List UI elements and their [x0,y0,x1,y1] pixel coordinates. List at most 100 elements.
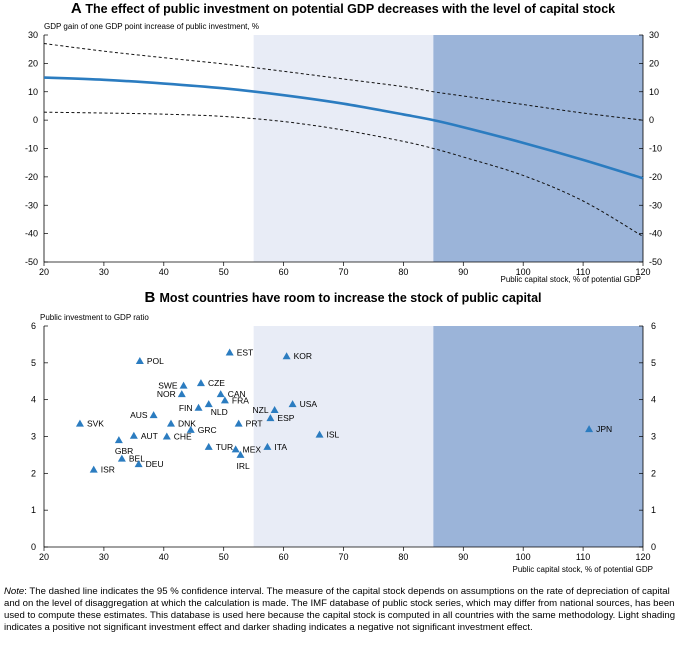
x-tick-label: 40 [159,267,169,277]
label-nld: NLD [211,407,228,417]
marker-gbr [114,436,123,444]
series-line-1 [43,43,644,121]
marker-aut [129,431,138,439]
y-tick-label-right: 2 [651,468,656,478]
marker-nzl [270,405,279,413]
x-tick-label: 60 [279,552,289,562]
marker-nld [204,400,213,408]
marker-can [216,390,225,398]
x-tick-label: 20 [39,552,49,562]
y-tick-label-right: -50 [649,257,662,267]
x-tick-label: 90 [458,267,468,277]
x-tick-label: 40 [159,552,169,562]
y-tick-label-left: -50 [25,257,38,267]
marker-prt [234,419,243,427]
label-jpn: JPN [596,424,612,434]
marker-esp [266,414,275,422]
marker-isr [89,465,98,473]
label-deu: DEU [146,459,164,469]
marker-usa [288,400,297,408]
y-tick-label-right: 1 [651,505,656,515]
footnote-lead: Note [4,586,25,597]
y-tick-label-right: -20 [649,172,662,182]
y-tick-label-right: -40 [649,229,662,239]
marker-deu [134,460,143,468]
x-tick-label: 110 [576,552,590,562]
x-axis-label: Public capital stock, % of potential GDP [500,275,641,284]
label-mex: MEX [243,444,262,454]
y-tick-label-left: 2 [31,468,36,478]
marker-isl [315,430,324,438]
series-line-0 [43,76,644,180]
marker-mex [231,445,240,453]
marker-che [162,432,171,440]
marker-nor [177,390,186,398]
label-aus: AUS [130,410,148,420]
x-tick-label: 120 [635,267,650,277]
y-axis-label: Public investment to GDP ratio [40,313,149,322]
marker-kor [282,352,291,360]
label-svk: SVK [87,419,104,429]
y-tick-label-left: 6 [31,321,36,331]
x-tick-label: 20 [39,267,49,277]
y-tick-label-left: 1 [31,505,36,515]
chart-b: B Most countries have room to increase t… [31,290,656,574]
x-tick-label: 60 [279,267,289,277]
y-axis-label: GDP gain of one GDP point increase of pu… [44,22,259,31]
y-tick-label-left: 0 [33,115,38,125]
chart-a: A The effect of public investment on pot… [25,0,662,284]
y-tick-label-left: -40 [25,229,38,239]
y-tick-label-right: 5 [651,358,656,368]
y-tick-label-left: 5 [31,358,36,368]
label-gbr: GBR [115,446,133,456]
y-tick-label-left: 10 [28,87,38,97]
label-esp: ESP [277,413,294,423]
y-tick-label-left: 4 [31,395,36,405]
label-fin: FIN [179,403,193,413]
label-est: EST [237,348,254,358]
x-tick-label: 70 [338,267,348,277]
label-aut: AUT [141,431,158,441]
chart-a-title: A The effect of public investment on pot… [71,0,615,17]
y-tick-label-left: -20 [25,172,38,182]
label-kor: KOR [294,351,312,361]
label-isr: ISR [101,465,115,475]
marker-aus [149,411,158,419]
label-fra: FRA [232,395,249,405]
x-tick-label: 30 [99,552,109,562]
shade-dark [433,326,643,547]
label-dnk: DNK [178,419,196,429]
shade-dark [433,35,643,262]
label-isl: ISL [327,430,340,440]
footnote: Note: The dashed line indicates the 95 %… [4,586,684,634]
series-line-2 [43,111,644,237]
footnote-text: : The dashed line indicates the 95 % con… [4,586,676,633]
marker-est [225,348,234,356]
y-tick-label-left: 30 [28,30,38,40]
label-che: CHE [174,432,192,442]
marker-dnk [166,419,175,427]
x-tick-label: 80 [398,552,408,562]
label-swe: SWE [158,381,178,391]
label-grc: GRC [198,425,217,435]
marker-swe [179,381,188,389]
y-tick-label-right: 0 [651,542,656,552]
marker-pol [135,356,144,364]
label-ita: ITA [274,442,287,452]
y-tick-label-left: -10 [25,144,38,154]
x-tick-label: 70 [338,552,348,562]
x-tick-label: 30 [99,267,109,277]
x-tick-label: 90 [458,552,468,562]
y-tick-label-left: 20 [28,58,38,68]
y-tick-label-right: 4 [651,395,656,405]
marker-ita [263,442,272,450]
shade-light [253,35,434,262]
label-nor: NOR [157,389,176,399]
x-tick-label: 50 [219,552,229,562]
y-tick-label-right: 6 [651,321,656,331]
y-tick-label-right: 0 [649,115,654,125]
x-tick-label: 50 [219,267,229,277]
label-nzl: NZL [253,405,269,415]
x-tick-label: 120 [635,552,650,562]
label-tur: TUR [216,442,233,452]
